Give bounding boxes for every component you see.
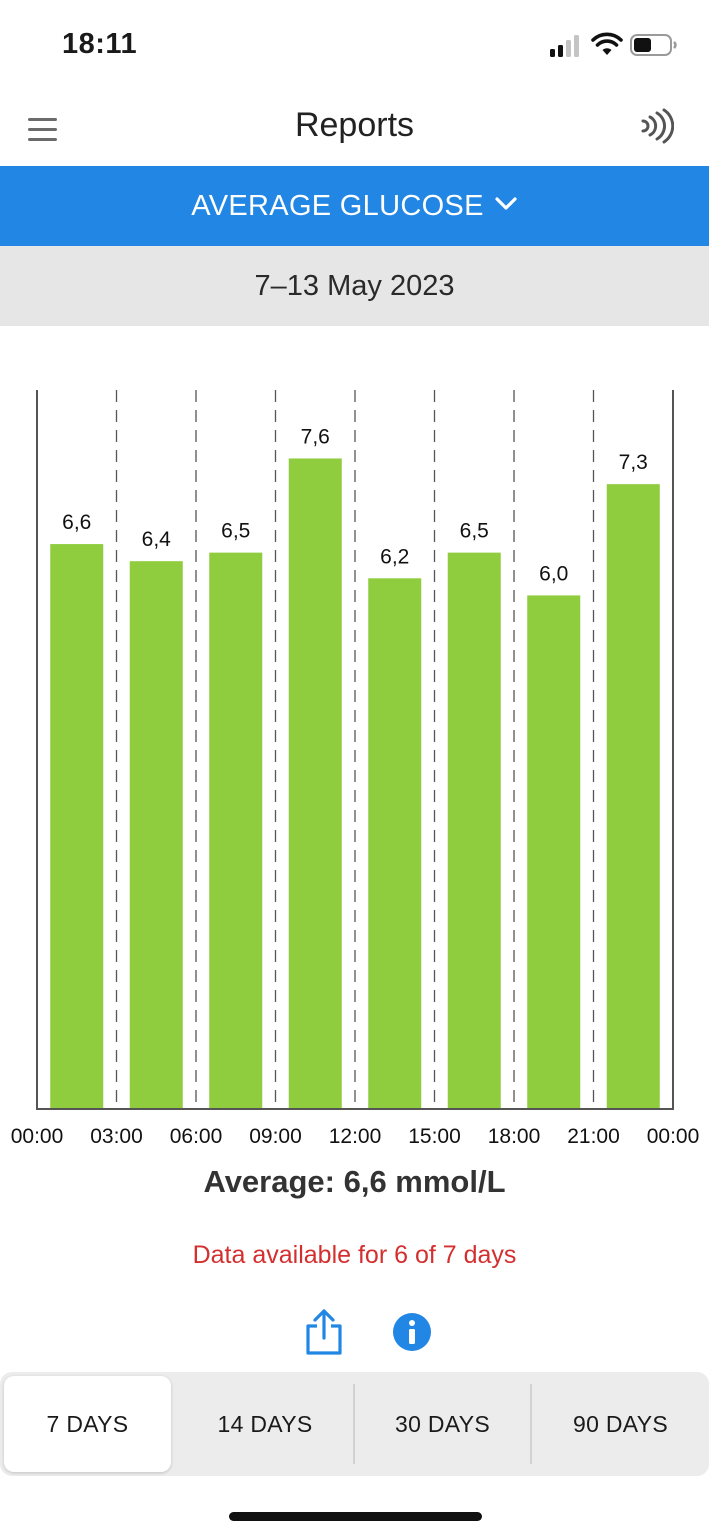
range-tabs: 7 DAYS 14 DAYS 30 DAYS 90 DAYS: [0, 1372, 709, 1476]
x-tick-label: 03:00: [90, 1125, 143, 1148]
tab-90-days[interactable]: 90 DAYS: [573, 1411, 668, 1437]
chart-bar: [129, 561, 183, 1109]
chart-bar: [288, 458, 342, 1109]
signal-icon: [550, 35, 580, 57]
wifi-icon: [591, 32, 623, 55]
menu-icon[interactable]: [28, 118, 58, 142]
bar-value-label: 6,5: [460, 520, 489, 543]
x-tick-label: 21:00: [567, 1125, 620, 1148]
date-range-bar: 7–13 May 2023: [0, 246, 709, 326]
average-value: Average: 6,6 mmol/L: [203, 1164, 506, 1199]
chart-bar: [527, 595, 581, 1109]
tab-14-days[interactable]: 14 DAYS: [217, 1411, 313, 1437]
x-tick-label: 12:00: [329, 1125, 382, 1148]
bar-value-label: 6,2: [380, 545, 409, 568]
tab-30-days[interactable]: 30 DAYS: [395, 1411, 490, 1437]
chart-bar: [368, 578, 422, 1109]
report-type-label: AVERAGE GLUCOSE: [191, 190, 484, 222]
x-tick-label: 00:00: [11, 1125, 64, 1148]
bar-chart: 6,6 6,4 6,5 7,6 6,2 6,5 6,0 7,3 00:00 03:00 06:00 0…: [11, 390, 700, 1148]
chart-bar: [50, 544, 104, 1109]
tab-7-days[interactable]: 7 DAYS: [4, 1376, 171, 1472]
x-tick-label: 18:00: [488, 1125, 541, 1148]
page-title: Reports: [294, 106, 415, 144]
tab-divider: [530, 1384, 532, 1464]
bar-value-label: 6,6: [62, 511, 91, 534]
data-availability-notice: Data available for 6 of 7 days: [192, 1241, 517, 1269]
status-time: 18:11: [62, 28, 138, 60]
status-bar: 18:11: [0, 0, 709, 90]
home-indicator: [229, 1512, 482, 1521]
bar-value-label: 6,5: [221, 520, 250, 543]
info-icon[interactable]: [392, 1312, 432, 1352]
x-tick-label: 06:00: [170, 1125, 223, 1148]
chevron-down-icon: [495, 197, 517, 210]
battery-icon: [630, 34, 677, 56]
average-glucose-chart: 6,6 6,4 6,5 7,6 6,2 6,5 6,0 7,3 00:00 03:00 06:00 0…: [0, 330, 709, 1160]
bar-value-label: 7,3: [619, 451, 648, 474]
nfc-scan-icon[interactable]: [634, 108, 674, 144]
tab-divider: [353, 1384, 355, 1464]
bar-value-label: 7,6: [301, 425, 330, 448]
nav-bar: Reports: [0, 90, 709, 166]
bar-value-label: 6,0: [539, 562, 568, 585]
x-tick-label: 09:00: [249, 1125, 302, 1148]
report-type-selector[interactable]: AVERAGE GLUCOSE: [0, 166, 709, 246]
chart-bar: [447, 552, 501, 1109]
bar-value-label: 6,4: [142, 528, 172, 551]
chart-bar: [209, 552, 263, 1109]
chart-bar: [606, 484, 660, 1109]
x-tick-label: 15:00: [408, 1125, 461, 1148]
share-icon[interactable]: [304, 1308, 344, 1356]
x-tick-label: 00:00: [647, 1125, 700, 1148]
date-range: 7–13 May 2023: [254, 270, 455, 302]
